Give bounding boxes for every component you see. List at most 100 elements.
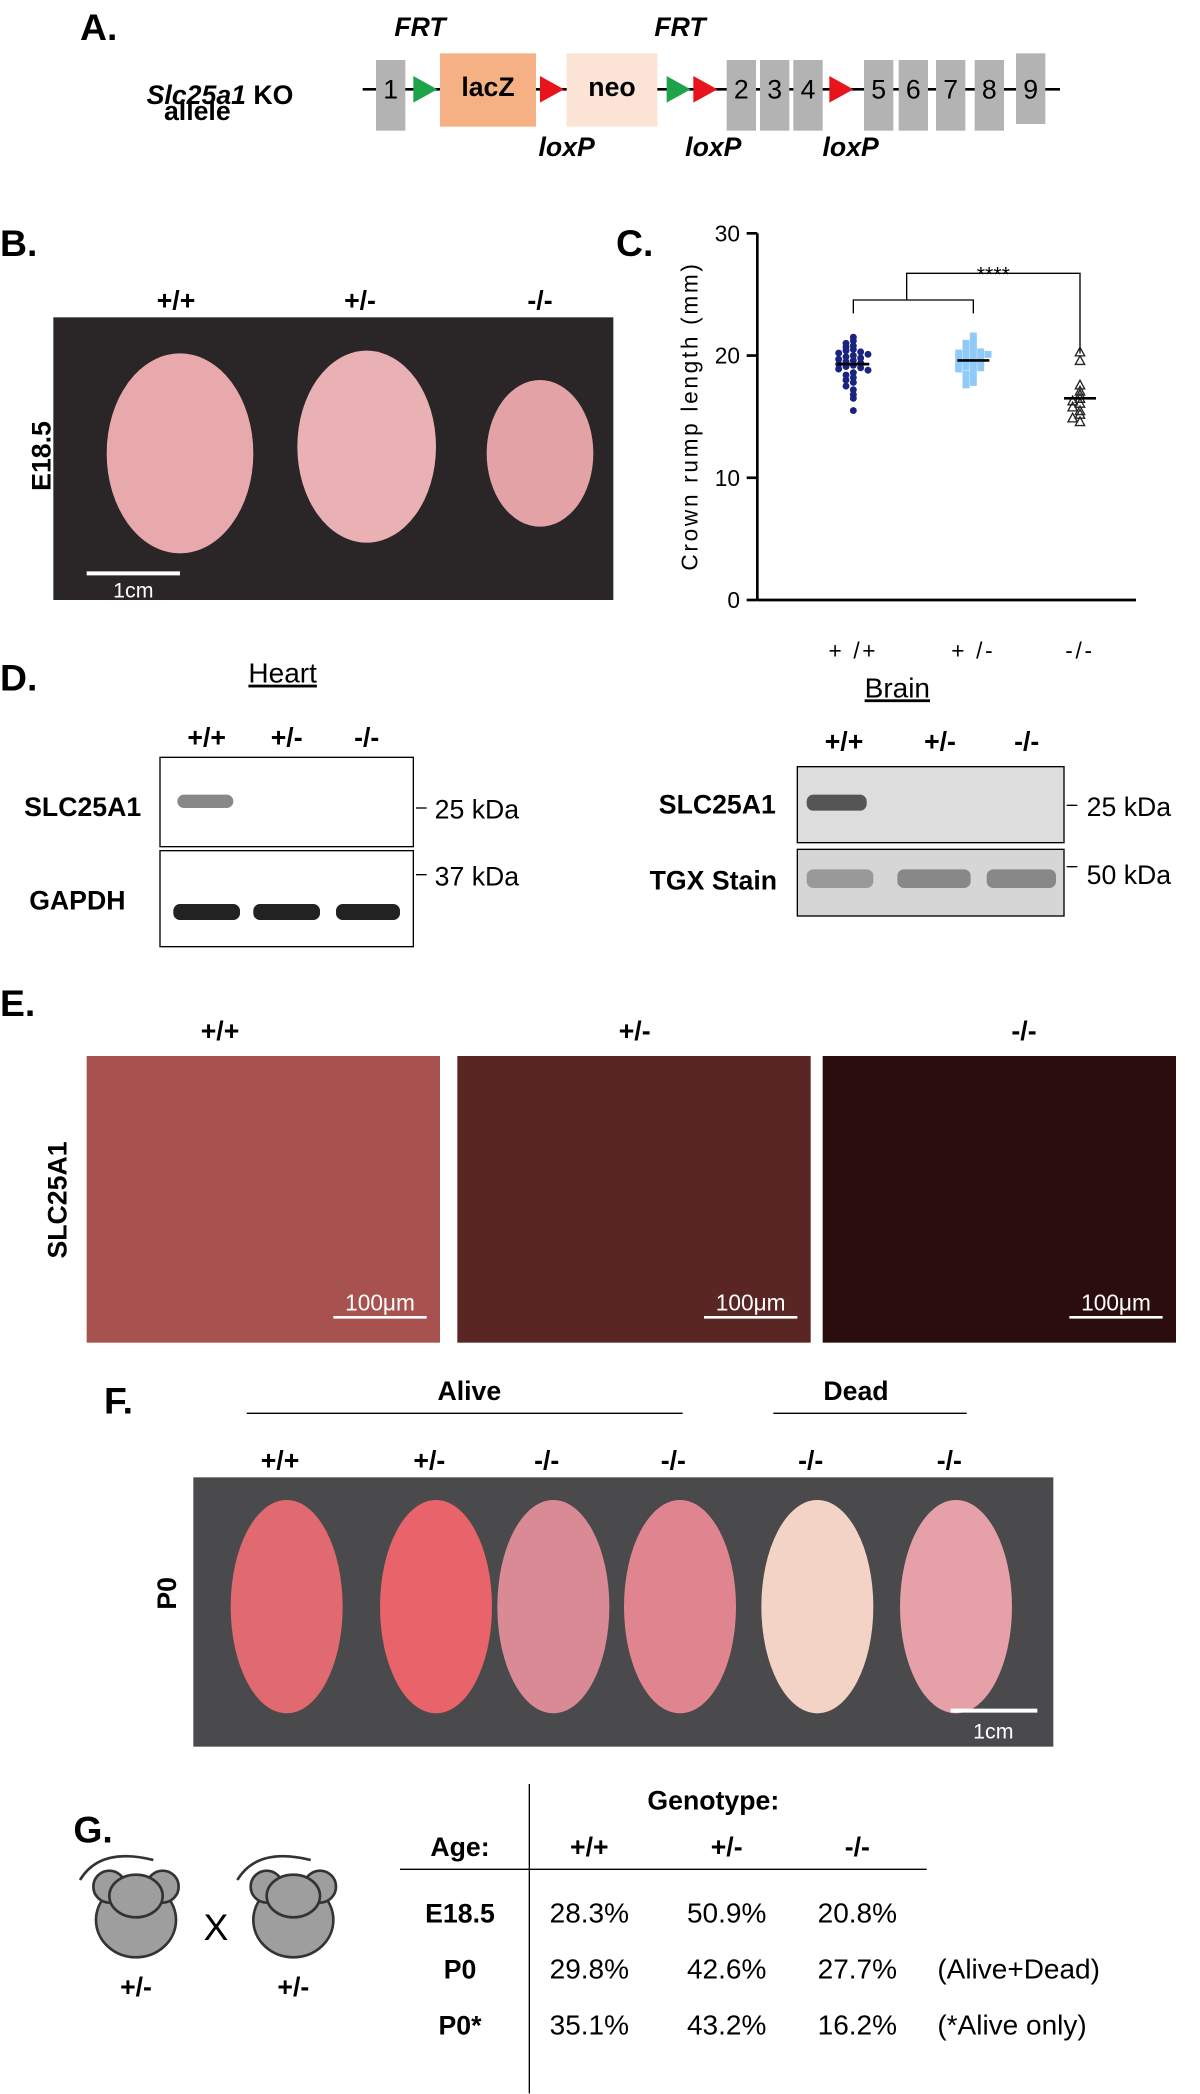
exon <box>974 60 1004 131</box>
genotype: +/- <box>344 285 376 315</box>
x-tick-label: + /- <box>951 638 995 664</box>
point <box>969 378 977 386</box>
embryo <box>486 380 594 527</box>
blot <box>159 850 414 948</box>
point <box>842 382 850 390</box>
table-header: -/- <box>845 1832 870 1862</box>
point <box>849 394 857 402</box>
lacz-box <box>440 53 536 127</box>
exon-label: 5 <box>871 75 886 105</box>
band <box>897 869 971 888</box>
table-header: Age: <box>430 1832 489 1862</box>
scale-label: 1cm <box>113 578 153 602</box>
point <box>962 370 970 378</box>
band <box>986 869 1056 888</box>
exon <box>864 60 894 131</box>
point <box>969 361 977 369</box>
panel-label: A. <box>80 6 117 48</box>
point <box>842 353 850 361</box>
y-tick-label: 10 <box>715 465 740 491</box>
point <box>962 381 970 389</box>
exon-label: 6 <box>906 75 921 105</box>
point <box>1066 394 1079 406</box>
exon <box>936 60 966 131</box>
point <box>842 371 850 379</box>
band <box>806 794 867 811</box>
exon <box>898 60 928 131</box>
point <box>969 336 977 344</box>
genotype: -/- <box>534 1445 559 1475</box>
y-tick-label: 0 <box>727 587 740 613</box>
point <box>969 352 977 360</box>
genotype: +/+ <box>261 1445 300 1475</box>
suffix: KO <box>246 80 293 110</box>
genotype: +/- <box>271 723 303 753</box>
panel-label: G. <box>73 1809 112 1851</box>
cassette: neo <box>588 72 635 102</box>
band <box>173 904 240 920</box>
group-label: Alive <box>437 1376 501 1406</box>
embryo <box>297 350 436 543</box>
point <box>969 345 977 353</box>
exon-label: 4 <box>801 75 816 105</box>
exon-label: 2 <box>734 75 749 105</box>
cell: 43.2% <box>687 2010 766 2041</box>
marker: 37 kDa <box>435 861 520 891</box>
genotype: +/+ <box>157 285 196 315</box>
point <box>864 366 872 374</box>
exon-label: 7 <box>943 75 958 105</box>
genotype: +/+ <box>187 723 226 753</box>
loxp-arrow <box>693 76 718 103</box>
loxp-label: loxP <box>823 132 880 162</box>
x-tick-label: + /+ <box>828 638 878 664</box>
cross: X <box>204 1906 229 1948</box>
embryo <box>106 353 254 554</box>
cell: 29.8% <box>550 1954 629 1985</box>
micrograph <box>86 1056 441 1343</box>
genotype: -/- <box>1014 727 1039 757</box>
cell: 35.1% <box>550 2010 629 2041</box>
exon <box>376 60 406 131</box>
exon-label: 9 <box>1023 75 1038 105</box>
genotype: +/+ <box>825 727 864 757</box>
point <box>962 376 970 384</box>
genotype: -/- <box>937 1445 962 1475</box>
point <box>835 365 843 373</box>
genotype: -/- <box>354 723 379 753</box>
point <box>849 386 857 394</box>
point <box>1074 404 1086 416</box>
band <box>336 904 400 920</box>
exon <box>793 60 823 131</box>
blot-title: Heart <box>248 658 317 689</box>
point <box>857 364 865 372</box>
marker: 25 kDa <box>1087 792 1172 822</box>
point <box>1074 415 1086 427</box>
x-tick-label: -/- <box>1065 638 1094 664</box>
stage-label: P0 <box>152 1577 182 1610</box>
cell: 27.7% <box>818 1954 897 1985</box>
bracket <box>906 272 1081 354</box>
panel-label: E. <box>0 982 35 1024</box>
genotype: +/+ <box>201 1016 240 1046</box>
point <box>864 350 872 358</box>
exon-label: 1 <box>383 75 398 105</box>
cell: 16.2% <box>818 2010 897 2041</box>
y-axis-label: Crown rump length (mm) <box>676 261 702 570</box>
row-age: P0 <box>444 1955 477 1985</box>
y-tick-label: 20 <box>715 343 740 369</box>
genotype: -/- <box>1011 1016 1036 1046</box>
exon-label: 3 <box>767 75 782 105</box>
blot-title: Brain <box>865 672 930 703</box>
neo-box <box>566 53 658 127</box>
genotype: -/- <box>527 285 552 315</box>
point <box>849 356 857 364</box>
point <box>849 369 857 377</box>
table-title: Genotype: <box>647 1785 779 1815</box>
band <box>806 869 874 888</box>
point <box>955 349 963 357</box>
point <box>1074 354 1086 366</box>
exon <box>726 60 756 131</box>
row-note: (Alive+Dead) <box>937 1954 1100 1985</box>
panel-label: D. <box>0 657 37 699</box>
